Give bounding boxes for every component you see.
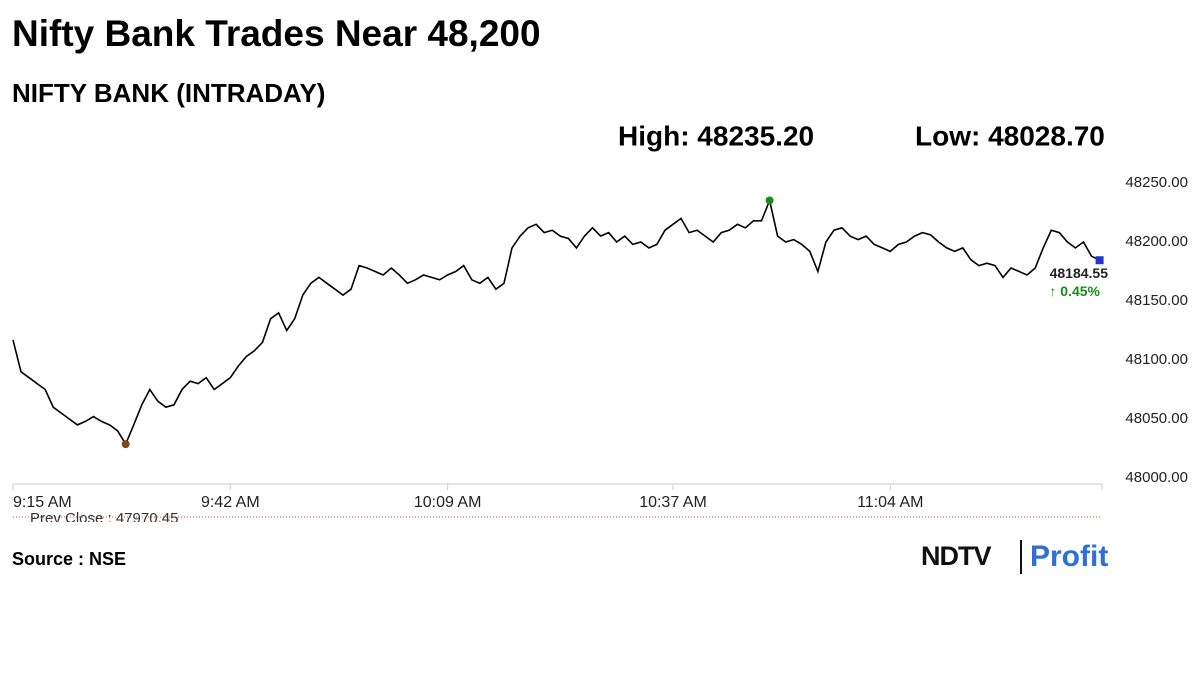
change-label: ↑ 0.45% <box>1049 283 1100 299</box>
clip-cover <box>0 522 1200 542</box>
logo-product: Profit <box>1030 540 1108 573</box>
low-label: Low: 48028.70 <box>915 120 1105 151</box>
x-tick-label: 10:37 AM <box>639 494 707 511</box>
chart-title: Nifty Bank Trades Near 48,200 <box>12 13 541 54</box>
y-tick-label: 48050.00 <box>1125 410 1188 427</box>
x-tick-label: 11:04 AM <box>857 494 923 511</box>
logo-brand: NDTV <box>921 541 991 571</box>
y-tick-label: 48000.00 <box>1125 469 1188 486</box>
source: Source : NSE <box>12 549 126 569</box>
y-tick-label: 48250.00 <box>1125 174 1188 191</box>
x-tick-label: 9:15 AM <box>13 494 72 511</box>
low-marker <box>121 440 130 449</box>
last-value-label: 48184.55 <box>1050 265 1109 281</box>
x-tick-label: 10:09 AM <box>414 494 482 511</box>
last-marker <box>1095 256 1104 265</box>
y-tick-label: 48100.00 <box>1125 351 1188 368</box>
high-marker <box>765 196 774 205</box>
high-label: High: 48235.20 <box>618 120 814 151</box>
y-tick-label: 48200.00 <box>1125 233 1188 250</box>
price-line <box>12 197 1100 446</box>
x-tick-label: 9:42 AM <box>201 494 260 511</box>
y-tick-label: 48150.00 <box>1125 292 1188 309</box>
chart-subtitle: NIFTY BANK (INTRADAY) <box>12 78 325 108</box>
